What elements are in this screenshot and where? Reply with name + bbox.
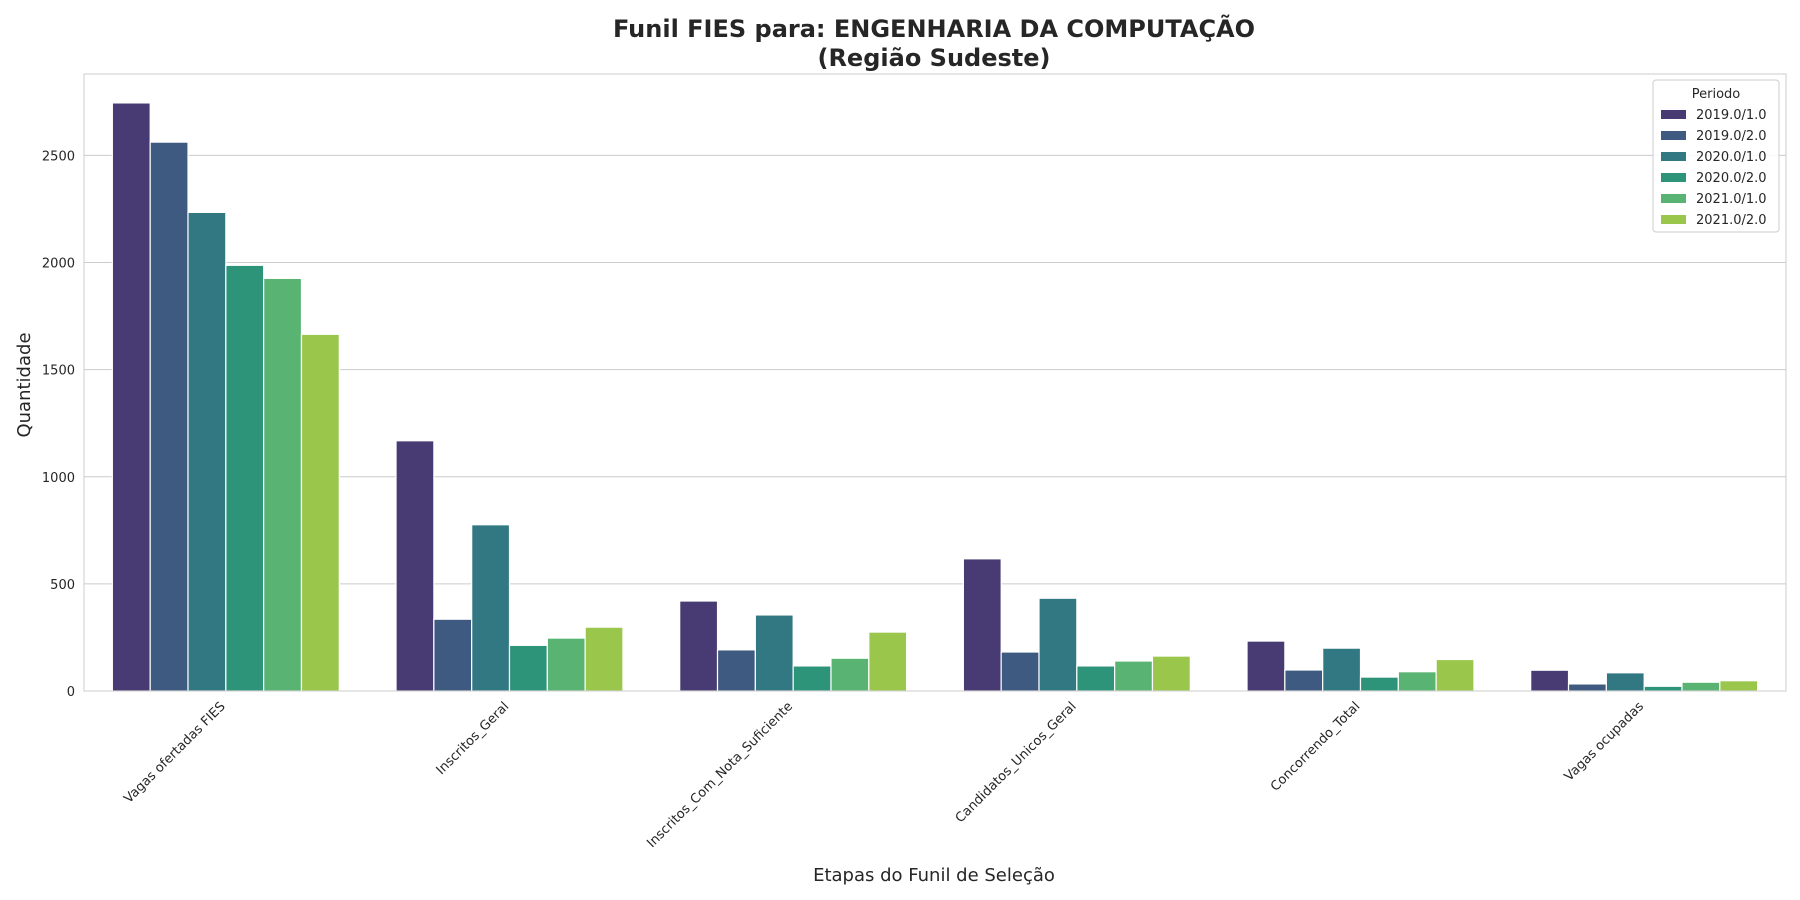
x-tick-label: Concorrendo_Total [1268,699,1363,794]
y-tick-labels: 0 500 1000 1500 2000 2500 [42,149,75,700]
legend: Periodo 2019.0/1.0 2019.0/2.0 2020.0/1.0 202… [1652,79,1780,233]
bar [1076,665,1116,692]
bar [1605,672,1645,692]
y-tick-label: 500 [50,578,75,593]
bar [584,626,624,692]
legend-swatch [1661,110,1686,119]
bar [1681,681,1721,692]
bar [1000,651,1040,692]
legend-entry: 2021.0/2.0 [1696,213,1767,228]
bar [716,649,756,692]
bar [1530,669,1570,692]
bar [830,657,870,692]
bar [546,637,586,692]
bar [1719,680,1759,692]
chart-title-line-2: (Região Sudeste) [817,44,1050,72]
x-tick-label: Vagas ofertadas FIES [121,699,228,806]
bar [187,211,227,692]
legend-swatch [1661,194,1686,203]
bar [225,264,265,692]
x-tick-label: Inscritos_Geral [434,699,513,778]
bar [962,558,1002,692]
x-tick-labels: Vagas ofertadas FIES Inscritos_Geral Inscr… [121,699,1647,851]
legend-entry: 2019.0/1.0 [1696,108,1767,123]
bar [1643,685,1683,692]
legend-swatch [1661,152,1686,161]
bar [111,102,151,692]
bar [1284,669,1324,692]
bar [1397,671,1437,692]
bar [471,524,511,692]
bar [1435,658,1475,692]
bar [792,665,832,692]
legend-swatch [1661,173,1686,182]
bar [1322,647,1362,692]
legend-entry: 2021.0/1.0 [1696,192,1767,207]
bar [1038,597,1078,692]
legend-title: Periodo [1692,87,1741,102]
bar [395,440,435,692]
legend-swatch [1661,215,1686,224]
y-tick-label: 2000 [42,257,75,272]
legend-entry: 2020.0/2.0 [1696,171,1767,186]
x-axis-label: Etapas do Funil de Seleção [813,865,1055,886]
bars [111,102,1759,692]
x-tick-label: Candidatos_Unicos_Geral [953,699,1080,826]
legend-entry: 2020.0/1.0 [1696,150,1767,165]
x-tick-label: Vagas ocupadas [1562,699,1647,784]
bar [1114,660,1154,692]
y-tick-label: 1500 [42,364,75,379]
legend-swatch [1661,131,1686,140]
plot-frame [83,73,1787,692]
bar [149,141,189,692]
bar [1567,683,1607,692]
y-tick-label: 2500 [42,149,75,164]
bar [1246,640,1286,692]
y-tick-label: 0 [67,685,75,700]
bar [300,333,340,692]
bar [868,631,908,692]
bar [1359,676,1399,692]
legend-entry: 2019.0/2.0 [1696,129,1767,144]
y-tick-label: 1000 [42,471,75,486]
x-tick-label: Inscritos_Com_Nota_Suficiente [644,699,796,851]
bar [754,614,794,692]
y-axis-label: Quantidade [14,332,35,437]
bar [679,600,719,692]
chart-title-line-1: Funil FIES para: ENGENHARIA DA COMPUTAÇÃ… [613,14,1255,43]
bar [433,618,473,692]
bar [1151,655,1191,692]
bar [263,277,303,692]
bar [508,644,548,692]
